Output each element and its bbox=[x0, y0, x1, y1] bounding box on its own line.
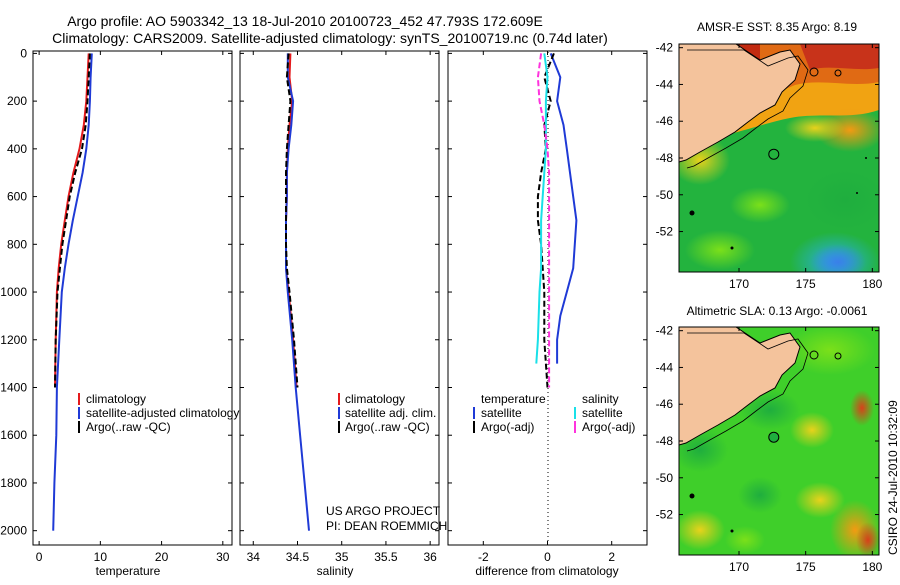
difference-xlabel: difference from climatology bbox=[475, 564, 618, 578]
map-xtick-label: 180 bbox=[862, 560, 882, 574]
title-line-2: Climatology: CARS2009. Satellite-adjuste… bbox=[52, 30, 608, 46]
temperature-axes-box bbox=[32, 50, 233, 546]
difference-line-temperature-argo-adj- bbox=[536, 53, 555, 388]
map-xtick-label: 170 bbox=[729, 560, 749, 574]
sst-field bbox=[679, 44, 879, 272]
sla-field bbox=[679, 327, 879, 555]
legend-title-temperature: temperature bbox=[481, 392, 546, 406]
temperature-line-climatology bbox=[54, 53, 90, 388]
sst-map-title: AMSR-E SST: 8.35 Argo: 8.19 bbox=[697, 20, 857, 34]
map-xtick-label: 175 bbox=[796, 560, 816, 574]
salinity-profiles bbox=[285, 53, 310, 531]
map-ytick-label: -48 bbox=[656, 434, 674, 448]
temperature-xtick-label: 20 bbox=[155, 550, 169, 564]
legend-text-satellite: satellite-adjusted climatology bbox=[86, 406, 239, 420]
legend-title-salinity: salinity bbox=[582, 392, 619, 406]
map-ytick-label: -50 bbox=[656, 471, 674, 485]
temperature-line-satellite-adjusted-climatology bbox=[52, 53, 93, 531]
map-ytick-label: -42 bbox=[656, 324, 674, 338]
difference-profiles bbox=[535, 53, 578, 388]
salinity-xtick-label: 36 bbox=[423, 550, 437, 564]
difference-legend: temperature satellite Argo(-adj) salinit… bbox=[473, 392, 635, 434]
temperature-xtick-label: 30 bbox=[216, 550, 230, 564]
pi-annotation: PI: DEAN ROEMMICH bbox=[326, 519, 447, 533]
salinity-line-satellite-adj-clim- bbox=[285, 53, 310, 531]
map-xtick-label: 175 bbox=[796, 277, 816, 291]
sla-map-panel: Altimetric SLA: 0.13 Argo: -0.0061 1 bbox=[656, 304, 883, 574]
legend-text-sal-satellite: satellite bbox=[582, 406, 623, 420]
argo-position-marker-sst bbox=[768, 148, 780, 160]
map-xtick-label: 170 bbox=[729, 277, 749, 291]
csiro-timestamp: CSIRO 24-Jul-2010 10:32:09 bbox=[886, 400, 900, 555]
legend-text-climatology: climatology bbox=[345, 392, 405, 406]
temperature-panel: 0 200 400 600 800 1000 1200 1400 1600 1800 2000 0 1… bbox=[0, 46, 239, 578]
legend-text-temp-argo: Argo(-adj) bbox=[481, 420, 534, 434]
difference-axis: -2 0 2 bbox=[448, 51, 647, 564]
sla-map-axes: 170 175 180 -42 -44 -46 -48 -50 -52 bbox=[656, 324, 883, 574]
difference-xtick-label: 2 bbox=[608, 550, 615, 564]
salinity-xtick-label: 35 bbox=[335, 550, 349, 564]
difference-axes-box bbox=[447, 50, 648, 546]
legend-text-sal-argo: Argo(-adj) bbox=[582, 420, 635, 434]
temperature-xtick-label: 10 bbox=[94, 550, 108, 564]
legend-text-temp-satellite: satellite bbox=[481, 406, 522, 420]
sst-map-panel: AMSR-E SST: 8.35 Argo: 8.19 bbox=[656, 20, 883, 291]
depth-tick-label: 600 bbox=[7, 190, 27, 204]
salinity-axis: 34 34.5 35 35.5 36 bbox=[240, 51, 439, 564]
legend-text-satellite: satellite adj. clim. bbox=[345, 406, 436, 420]
depth-tick-label: 2000 bbox=[0, 524, 27, 538]
difference-line-salinity-argo-adj- bbox=[536, 53, 551, 388]
depth-tick-label: 1000 bbox=[0, 285, 27, 299]
salinity-panel: 34 34.5 35 35.5 36 salinity climatology sate… bbox=[239, 50, 447, 578]
depth-tick-label: 0 bbox=[20, 46, 27, 60]
salinity-xtick-label: 34.5 bbox=[286, 550, 310, 564]
map-ytick-label: -42 bbox=[656, 41, 674, 55]
depth-tick-label: 200 bbox=[7, 94, 27, 108]
difference-xtick-label: -2 bbox=[478, 550, 489, 564]
map-ytick-label: -48 bbox=[656, 151, 674, 165]
temperature-xlabel: temperature bbox=[96, 564, 161, 578]
depth-tick-label: 1400 bbox=[0, 380, 27, 394]
difference-line-salinity-satellite bbox=[535, 53, 549, 364]
salinity-xtick-label: 34 bbox=[247, 550, 261, 564]
sla-map-title: Altimetric SLA: 0.13 Argo: -0.0061 bbox=[687, 304, 868, 318]
temperature-line-argo-raw-qc- bbox=[54, 53, 91, 388]
map-ytick-label: -44 bbox=[656, 360, 674, 374]
salinity-line-argo-raw-qc- bbox=[285, 53, 299, 388]
map-ytick-label: -52 bbox=[656, 508, 674, 522]
depth-tick-label: 1600 bbox=[0, 428, 27, 442]
temperature-profiles bbox=[52, 53, 93, 531]
depth-tick-label: 800 bbox=[7, 237, 27, 251]
depth-tick-label: 1200 bbox=[0, 333, 27, 347]
project-annotation: US ARGO PROJECT bbox=[326, 504, 441, 518]
depth-axis: 0 200 400 600 800 1000 1200 1400 1600 1800 2000 bbox=[0, 46, 232, 538]
map-ytick-label: -46 bbox=[656, 114, 674, 128]
map-xtick-label: 180 bbox=[862, 277, 882, 291]
map-ytick-label: -44 bbox=[656, 77, 674, 91]
temperature-axis: 0 10 20 30 bbox=[36, 51, 230, 564]
depth-tick-label: 400 bbox=[7, 142, 27, 156]
salinity-xtick-label: 35.5 bbox=[374, 550, 398, 564]
map-ytick-label: -46 bbox=[656, 397, 674, 411]
sst-map-axes: 170 175 180 -42 -44 -46 -48 -50 -52 bbox=[656, 41, 883, 291]
map-ytick-label: -52 bbox=[656, 225, 674, 239]
salinity-xlabel: salinity bbox=[317, 564, 354, 578]
salinity-axes-box bbox=[239, 50, 440, 546]
depth-tick-label: 1800 bbox=[0, 476, 27, 490]
temperature-legend: climatology satellite-adjusted climatolo… bbox=[78, 392, 239, 434]
title-line-1: Argo profile: AO 5903342_13 18-Jul-2010 … bbox=[67, 13, 543, 29]
difference-line-temperature-satellite bbox=[549, 53, 578, 364]
legend-text-climatology: climatology bbox=[86, 392, 146, 406]
temperature-xtick-label: 0 bbox=[36, 550, 43, 564]
argo-position-marker-sla bbox=[768, 431, 780, 443]
difference-xtick-label: 0 bbox=[544, 550, 551, 564]
salinity-legend: climatology satellite adj. clim. Argo(..… bbox=[338, 392, 436, 434]
legend-text-argo: Argo(..raw -QC) bbox=[345, 420, 430, 434]
map-ytick-label: -50 bbox=[656, 188, 674, 202]
difference-panel: -2 0 2 difference from climatology tempera… bbox=[447, 50, 648, 578]
legend-text-argo: Argo(..raw -QC) bbox=[86, 420, 171, 434]
